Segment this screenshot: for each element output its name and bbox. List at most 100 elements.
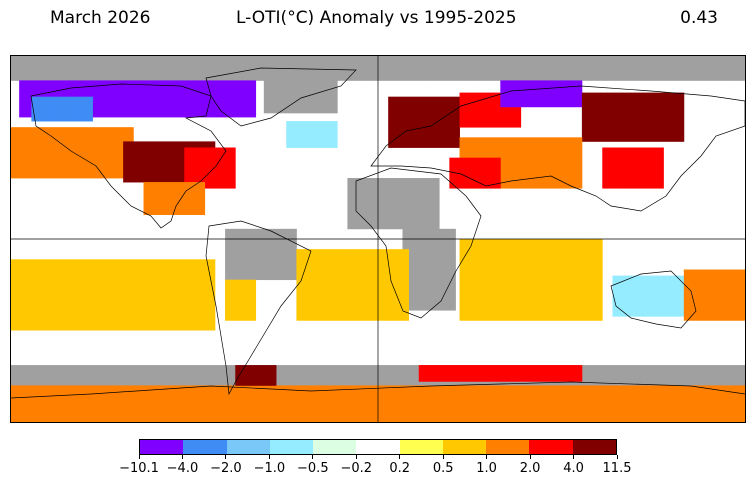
map-cell-weddell-red (500, 373, 509, 382)
map-cell-antarctic-coast-missing (92, 377, 102, 386)
map-cell-north-atlantic-white (345, 169, 354, 179)
map-cell-southern-ocean-white (108, 330, 118, 333)
map-cell-antarctica-orange (484, 389, 493, 398)
map-cell-southern-ocean-white (271, 348, 281, 358)
map-cell-antarctica-orange (214, 413, 224, 422)
map-cell-north-atlantic-white (255, 153, 265, 163)
map-cell-arctic-missing (353, 64, 363, 73)
map-cell-arctic-missing (43, 72, 53, 81)
map-cell-north-pacific-orange (108, 161, 118, 171)
map-cell-central-asia-orange (549, 171, 558, 181)
map-cell-antarctica-orange (133, 405, 142, 415)
map-cell-south-atlantic-yellow (304, 295, 314, 305)
map-cell-antarctica-orange (508, 385, 518, 390)
map-cell-antarctica-orange (84, 413, 93, 422)
map-cell-southern-ocean-white (27, 340, 36, 350)
map-cell-south-atlantic-yellow (353, 304, 363, 313)
map-cell-north-pacific-orange (51, 161, 61, 171)
map-cell-southern-ocean-white (329, 340, 338, 350)
map-cell-equatorial-pacific-white (11, 226, 20, 236)
map-cell-indian-ocean-yellow (459, 247, 469, 256)
map-cell-siberia-purple (549, 82, 558, 91)
map-cell-europe-darkred (388, 139, 397, 148)
map-cell-indian-ocean-yellow (532, 247, 542, 256)
map-cell-central-asia-orange (500, 139, 509, 148)
map-cell-southern-ocean-white (59, 332, 69, 342)
map-cell-antarctic-coast-missing (638, 377, 648, 386)
map-cell-north-atlantic-white (255, 161, 265, 171)
map-cell-south-pacific-yellow (182, 300, 191, 309)
map-cell-southern-ocean-white (606, 330, 615, 333)
map-cell-antarctica-orange (467, 405, 477, 415)
map-cell-antarctica-orange (728, 385, 738, 390)
map-cell-equatorial-pacific-white (92, 226, 102, 236)
map-cell-antarctic-coast-missing (345, 365, 354, 370)
map-cell-north-pacific-orange (92, 169, 102, 179)
map-cell-amazon-missing (225, 271, 234, 281)
map-cell-antarctic-coast-missing (655, 377, 664, 386)
map-cell-asia-darkred (671, 125, 681, 134)
map-cell-sahara-missing (420, 204, 430, 213)
map-cell-sahara-missing (347, 178, 356, 181)
map-cell-arctic-missing (386, 64, 395, 73)
map-cell-australia-cyan (661, 300, 670, 309)
map-cell-antarctic-coast-missing (369, 365, 379, 370)
map-cell-south-atlantic-yellow (361, 255, 371, 264)
map-cell-south-pacific-yellow (125, 259, 134, 268)
map-cell-antarctic-coast-missing (76, 365, 85, 370)
map-cell-antarctica-orange (125, 389, 134, 398)
map-cell-canada-north-purple (198, 80, 208, 85)
map-cell-central-asia-orange (500, 180, 509, 189)
map-cell-weddell-red (549, 365, 558, 374)
map-cell-north-pacific-orange (117, 153, 126, 163)
map-cell-us-red (192, 171, 202, 181)
map-cell-siberia-purple (541, 80, 550, 83)
map-cell-asia-darkred (590, 133, 599, 142)
map-cell-south-atlantic-yellow (361, 287, 371, 297)
map-cell-asia-darkred (671, 117, 681, 126)
map-cell-antarctica-orange (214, 397, 224, 407)
map-cell-antarctica-orange (304, 413, 314, 422)
map-cell-amazon-missing (249, 247, 259, 256)
map-cell-equatorial-pacific-white (133, 226, 142, 236)
map-cell-arctic-missing (565, 56, 575, 65)
map-cell-southern-ocean-white (125, 340, 134, 350)
map-cell-southern-ocean-white (435, 356, 444, 366)
map-cell-australia-cyan (661, 308, 670, 317)
map-cell-africa-south-missing (418, 277, 428, 287)
map-cell-east-asia-red (651, 171, 660, 181)
map-cell-antarctica-orange (630, 397, 640, 407)
map-cell-southern-ocean-white (557, 332, 566, 342)
map-cell-africa-south-missing (410, 261, 420, 270)
map-cell-antarctica-orange (687, 385, 697, 390)
map-cell-greenland-missing (320, 72, 330, 81)
colorbar-tick-label: 4.0 (563, 461, 584, 476)
map-cell-indian-ocean-yellow (549, 304, 558, 313)
map-cell-south-pacific-yellow (35, 300, 45, 309)
map-cell-southern-ocean-white (696, 348, 705, 358)
map-cell-sw-pacific-orange (708, 295, 717, 305)
map-cell-south-pacific-yellow (100, 259, 110, 268)
map-cell-amazon-missing (225, 228, 234, 232)
map-cell-antarctica-orange (59, 389, 69, 398)
map-cell-antarctica-orange (361, 389, 371, 398)
map-cell-antarctica-orange (532, 405, 542, 415)
map-cell-antarctica-orange (451, 397, 460, 407)
map-cell-australia-cyan (645, 283, 654, 293)
map-cell-asia-darkred (581, 133, 591, 142)
map-cell-antarctica-orange (475, 385, 485, 390)
map-cell-canada-north-purple (84, 80, 93, 85)
map-cell-east-asia-red (634, 147, 644, 157)
map-cell-us-darkred (163, 165, 173, 175)
map-cell-south-pacific-yellow (35, 275, 45, 285)
map-cell-mexico-orange (167, 190, 177, 199)
map-cell-south-pacific-yellow (133, 291, 142, 301)
map-cell-asia-darkred (630, 92, 640, 102)
map-cell-antarctic-coast-missing (361, 369, 371, 378)
map-cell-sw-pacific-orange (716, 269, 726, 272)
map-cell-south-pacific-yellow (68, 308, 77, 317)
map-cell-weddell-red (459, 373, 469, 382)
map-cell-arctic-missing (720, 72, 730, 81)
map-cell-southern-ocean-white (378, 330, 387, 333)
map-cell-arctic-missing (532, 72, 542, 81)
